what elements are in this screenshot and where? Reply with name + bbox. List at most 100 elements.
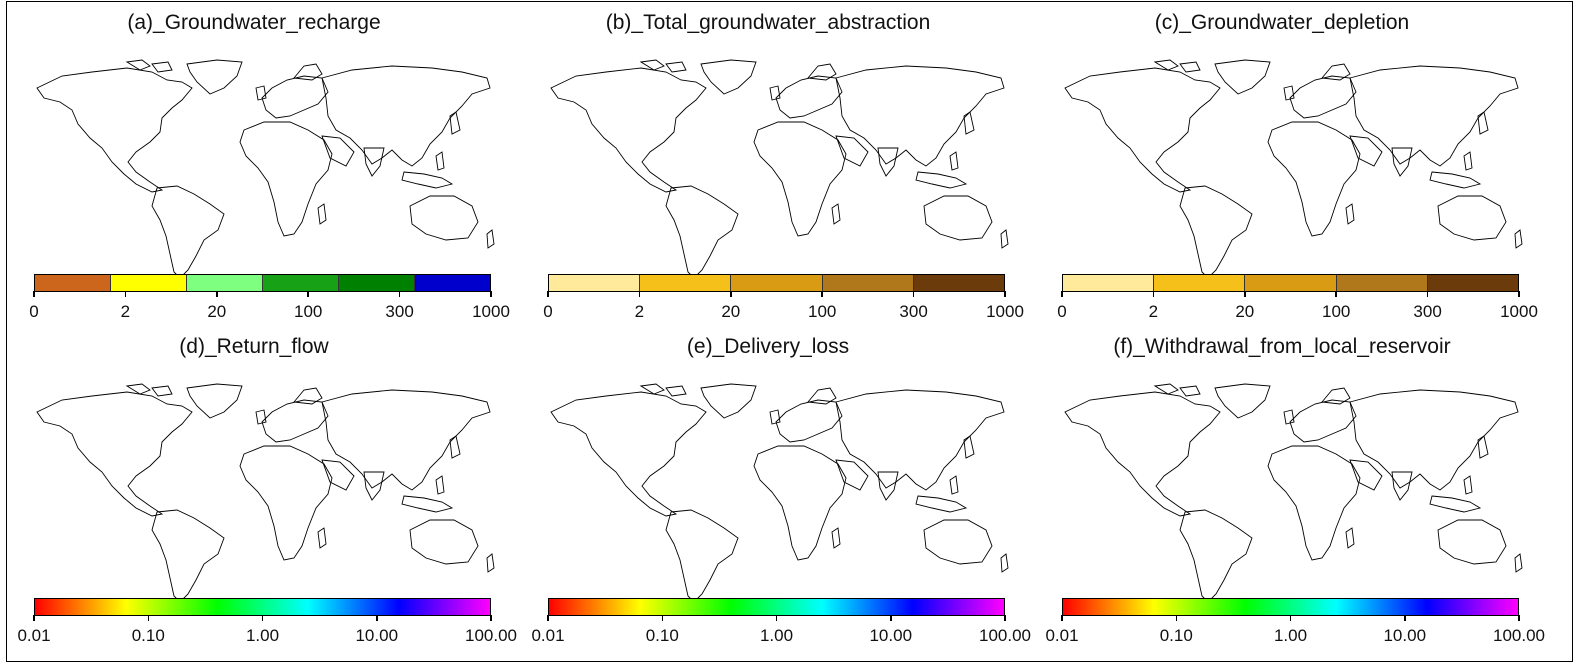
colorbar-tick	[1061, 615, 1063, 621]
colorbar-tick	[1426, 291, 1429, 297]
colorbar-tick-label: 100.00	[465, 626, 517, 645]
colorbar-tick	[1289, 615, 1292, 621]
colorbar-tick-label: 300	[1413, 302, 1442, 321]
colorbar-tick-label: 10.00	[1383, 626, 1427, 645]
colorbar-tick	[490, 291, 492, 297]
colorbar-tick	[33, 291, 35, 297]
colorbar-segment	[1427, 275, 1518, 291]
colorbar	[1062, 274, 1519, 292]
colorbar-tick	[1061, 291, 1063, 297]
colorbar-segment	[640, 275, 732, 291]
colorbar-tick-label: 20	[1235, 302, 1255, 321]
colorbar-tick	[661, 615, 663, 621]
colorbar-tick	[1518, 615, 1520, 621]
colorbar-tick	[1152, 291, 1155, 297]
colorbar-tick-label: 100	[1322, 302, 1351, 321]
colorbar-tick	[912, 291, 915, 297]
colorbar-tick-label: 100.00	[1493, 626, 1545, 645]
panel-title: (f)_Withdrawal_from_local_reservoir	[1113, 335, 1451, 358]
panel-title: (e)_Delivery_loss	[686, 335, 850, 358]
colorbar-tick-label: 1000	[472, 302, 510, 321]
colorbar-tick	[1244, 291, 1246, 297]
colorbar-tick-label: 10.00	[869, 626, 913, 645]
colorbar-tick-label: 10.00	[355, 626, 399, 645]
colorbar-segment	[187, 275, 263, 291]
colorbar-tick-label: 100	[294, 302, 323, 321]
colorbar-segment	[913, 275, 1004, 291]
colorbar-gradient	[549, 599, 1004, 615]
colorbar-segment	[1336, 275, 1428, 291]
world-map	[1060, 58, 1525, 278]
world-map	[1060, 382, 1525, 602]
colorbar-tick-label: 2	[1148, 302, 1159, 321]
colorbar-tick	[1004, 291, 1006, 297]
map-panel: (b)_Total_groundwater_abstraction 0 2 20 100…	[528, 6, 1024, 326]
colorbar-segment	[339, 275, 415, 291]
colorbar-tick-label: 1000	[986, 302, 1024, 321]
world-map	[546, 382, 1011, 602]
colorbar-segment	[1245, 275, 1337, 291]
colorbar-tick-label: 1.00	[759, 626, 794, 645]
colorbar-tick	[376, 615, 378, 621]
colorbar-tick	[638, 291, 641, 297]
colorbar-segment	[415, 275, 490, 291]
colorbar-tick-label: 0	[29, 302, 39, 321]
colorbar-segment	[111, 275, 187, 291]
colorbar-tick-label: 1.00	[1273, 626, 1308, 645]
colorbar-tick-label: 2	[634, 302, 645, 321]
colorbar-segment	[1063, 275, 1155, 291]
colorbar-tick	[1004, 615, 1006, 621]
colorbar-tick-label: 1.00	[245, 626, 280, 645]
colorbar-tick	[547, 291, 549, 297]
colorbar-tick-label: 0.01	[17, 626, 51, 645]
colorbar-tick	[216, 291, 218, 297]
colorbar-tick-label: 300	[385, 302, 414, 321]
colorbar-tick-label: 100	[808, 302, 837, 321]
figure-frame	[6, 1, 1573, 662]
colorbar-tick	[307, 291, 309, 297]
colorbar-tick-label: 20	[721, 302, 741, 321]
colorbar-tick-label: 1000	[1500, 302, 1538, 321]
colorbar-tick	[490, 615, 492, 621]
colorbar-tick	[890, 615, 892, 621]
panel-title: (a)_Groundwater_recharge	[127, 11, 381, 34]
colorbar-tick	[1335, 291, 1337, 297]
colorbar-tick	[33, 615, 35, 621]
colorbar	[34, 598, 491, 616]
colorbar	[1062, 598, 1519, 616]
map-panel: (e)_Delivery_loss 0.01 0.10 1.00 10.00 100.00	[528, 330, 1031, 650]
panel-title: (c)_Groundwater_depletion	[1154, 11, 1410, 34]
world-map	[546, 58, 1011, 278]
colorbar-tick-label: 0.10	[645, 626, 679, 645]
colorbar-segment	[549, 275, 641, 291]
colorbar-tick	[147, 615, 149, 621]
colorbar-segment	[1154, 275, 1246, 291]
colorbar-tick-label: 0.01	[531, 626, 565, 645]
colorbar-tick-label: 0.10	[1159, 626, 1193, 645]
colorbar-tick-label: 300	[899, 302, 928, 321]
panel-title: (d)_Return_flow	[179, 335, 329, 358]
map-panel: (d)_Return_flow 0.01 0.10 1.00 10.00 100.00	[14, 330, 517, 650]
world-map	[32, 58, 497, 278]
colorbar-tick	[124, 291, 127, 297]
colorbar	[548, 598, 1005, 616]
colorbar-tick-label: 0.10	[131, 626, 165, 645]
colorbar-tick	[1404, 615, 1406, 621]
world-map	[32, 382, 497, 602]
colorbar-tick-label: 100.00	[979, 626, 1031, 645]
colorbar-tick	[1175, 615, 1177, 621]
colorbar-tick-label: 0	[543, 302, 553, 321]
colorbar-gradient	[1063, 599, 1518, 615]
colorbar-gradient	[35, 599, 490, 615]
panel-title: (b)_Total_groundwater_abstraction	[605, 11, 931, 34]
colorbar-tick	[1518, 291, 1520, 297]
colorbar-tick-label: 0.01	[1045, 626, 1079, 645]
map-panel: (c)_Groundwater_depletion 0 2 20 100 300 1000	[1042, 6, 1538, 326]
colorbar-tick	[547, 615, 549, 621]
colorbar	[34, 274, 491, 292]
colorbar-tick	[261, 615, 264, 621]
map-panel: (f)_Withdrawal_from_local_reservoir 0.01 0…	[1042, 330, 1545, 650]
colorbar-tick	[821, 291, 823, 297]
colorbar-segment	[731, 275, 823, 291]
colorbar-tick	[398, 291, 401, 297]
